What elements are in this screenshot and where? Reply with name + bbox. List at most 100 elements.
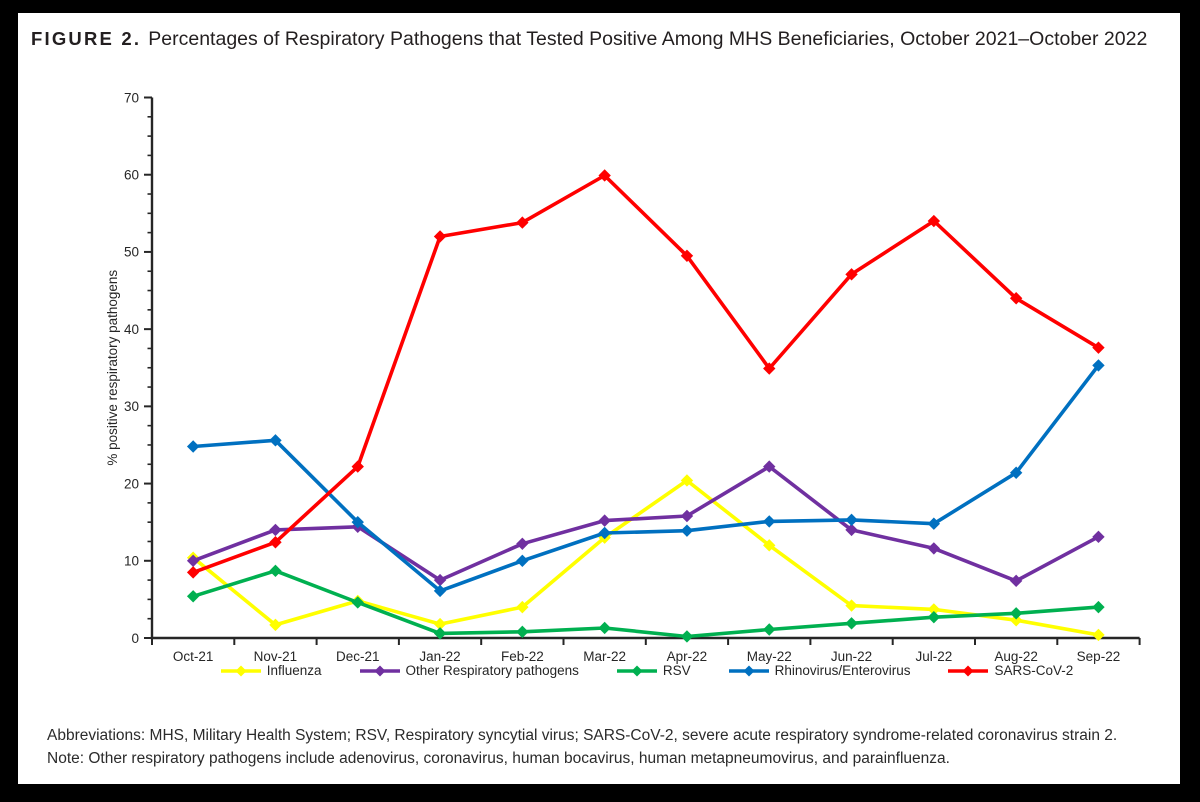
data-point-marker [763, 539, 776, 552]
data-point-marker [433, 573, 447, 587]
legend-swatch-icon [220, 665, 261, 676]
data-point-marker [680, 524, 694, 537]
data-point-marker [351, 460, 364, 473]
legend-label: Other Respiratory pathogens [405, 663, 579, 678]
data-point-marker [351, 515, 364, 529]
legend-label: RSV [662, 663, 691, 678]
legend-label: SARS-CoV-2 [994, 663, 1074, 678]
x-tick-label: Apr-22 [667, 649, 708, 664]
data-point-marker [680, 474, 694, 487]
data-point-marker [845, 513, 858, 527]
pathogens-note: Note: Other respiratory pathogens includ… [47, 750, 950, 767]
figure-label: FIGURE 2. [31, 28, 142, 49]
data-point-marker [1092, 530, 1105, 544]
legend-swatch-icon [728, 665, 769, 676]
data-point-marker [845, 617, 858, 630]
y-tick-label: 20 [124, 476, 139, 491]
data-point-marker [1092, 600, 1105, 614]
x-tick-label: Jan-22 [419, 649, 460, 664]
data-point-marker [433, 617, 447, 631]
legend-swatch-icon [359, 665, 400, 676]
data-point-marker [269, 434, 282, 447]
legend-swatch-icon [948, 665, 989, 676]
data-point-marker [680, 630, 694, 643]
series-other-respiratory-pathogens [186, 460, 1105, 588]
data-point-marker [269, 618, 282, 632]
data-point-marker [351, 596, 364, 609]
data-point-marker [598, 169, 611, 182]
data-point-marker [516, 625, 529, 639]
x-tick-label: Jul-22 [915, 649, 952, 664]
data-point-marker [1009, 292, 1023, 305]
data-point-marker [598, 514, 611, 527]
y-tick-label: 30 [124, 399, 139, 414]
data-point-marker [927, 214, 941, 228]
y-tick-label: 50 [124, 245, 139, 260]
data-point-marker [186, 554, 200, 567]
y-tick-label: 60 [124, 168, 139, 183]
data-point-marker [1009, 607, 1023, 620]
y-axis-title: % positive respiratory pathogens [105, 270, 120, 466]
data-point-marker [845, 523, 858, 537]
data-point-marker [845, 268, 858, 281]
data-point-marker [1009, 466, 1023, 479]
x-tick-label: Dec-21 [336, 649, 380, 664]
chart-legend: Influenza Other Respiratory pathogens RSV R… [152, 663, 1140, 678]
data-point-marker [763, 515, 776, 528]
y-tick-label: 0 [131, 631, 139, 646]
data-point-marker [516, 554, 529, 567]
data-point-marker [186, 566, 200, 579]
data-point-marker [433, 627, 447, 640]
data-point-marker [680, 509, 694, 523]
abbreviations-note: Abbreviations: MHS, Military Health Syst… [47, 727, 1118, 744]
legend-item-sars-cov-2: SARS-CoV-2 [946, 663, 1073, 678]
data-point-marker [927, 517, 941, 530]
data-point-marker [1009, 574, 1023, 588]
legend-item-rhinovirus-enterovirus: Rhinovirus/Enterovirus [727, 663, 911, 678]
data-point-marker [927, 610, 941, 624]
data-point-marker [516, 216, 529, 229]
data-point-marker [680, 249, 694, 262]
figure-title: Percentages of Respiratory Pathogens tha… [148, 28, 1148, 50]
data-point-marker [927, 603, 941, 616]
data-point-marker [269, 536, 282, 549]
x-tick-label: Mar-22 [583, 649, 626, 664]
legend-item-other-respiratory-pathogens: Other Respiratory pathogens [358, 663, 579, 678]
y-tick-label: 40 [124, 322, 139, 337]
data-point-marker [1092, 341, 1105, 354]
x-tick-label: Nov-21 [254, 649, 298, 664]
data-point-marker [1092, 628, 1105, 642]
data-point-marker [516, 600, 529, 614]
x-tick-label: Sep-22 [1077, 649, 1121, 664]
y-tick-label: 70 [124, 90, 139, 105]
legend-label: Rhinovirus/Enterovirus [774, 663, 911, 678]
y-tick-label: 10 [124, 554, 139, 569]
series-rsv [186, 564, 1105, 643]
legend-swatch-icon [616, 665, 657, 676]
data-point-marker [186, 440, 200, 453]
data-point-marker [598, 621, 611, 635]
series-influenza [186, 474, 1105, 642]
legend-item-rsv: RSV [615, 663, 691, 678]
series-sars-cov-2 [186, 169, 1105, 579]
data-point-marker [763, 460, 776, 473]
data-point-marker [845, 599, 858, 612]
figure-background [18, 13, 1180, 784]
figure-footer: Abbreviations: MHS, Military Health Syst… [47, 724, 1117, 770]
x-tick-label: Oct-21 [173, 649, 214, 664]
data-point-marker [433, 584, 447, 598]
data-point-marker [763, 362, 776, 375]
data-point-marker [186, 590, 200, 603]
data-point-marker [763, 623, 776, 636]
data-point-marker [269, 523, 282, 537]
data-point-marker [927, 542, 941, 555]
data-point-marker [1092, 359, 1105, 372]
data-point-marker [516, 537, 529, 550]
data-point-marker [598, 526, 611, 540]
x-tick-label: May-22 [747, 649, 792, 664]
legend-label: Influenza [266, 663, 322, 678]
x-tick-label: Feb-22 [501, 649, 544, 664]
data-point-marker [433, 230, 447, 243]
